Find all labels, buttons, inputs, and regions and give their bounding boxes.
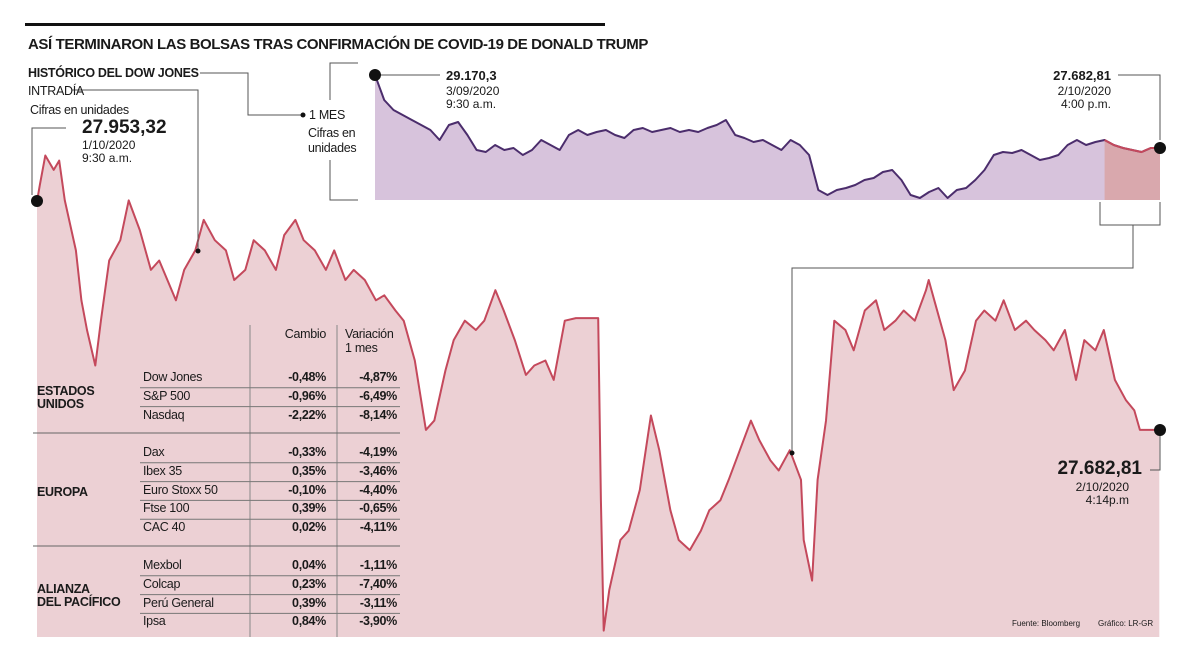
intraday-start-date: 1/10/2020	[82, 138, 136, 152]
intradia-label: INTRADÍA	[28, 84, 84, 98]
table-lines	[33, 325, 400, 637]
index-name: Ftse 100	[143, 501, 190, 516]
bracket-month-top	[329, 62, 358, 100]
month-start-time: 9:30 a.m.	[446, 97, 497, 111]
region-label: ALIANZA	[37, 581, 90, 596]
variacion-value: -4,40%	[359, 482, 397, 497]
index-name: Mexbol	[143, 558, 182, 572]
variacion-value: -4,19%	[359, 445, 397, 459]
variacion-value: -8,14%	[359, 407, 397, 422]
intraday-end-value: 27.682,81	[1057, 458, 1142, 479]
index-name: Colcap	[143, 576, 181, 591]
leader-intradia	[72, 89, 199, 250]
title-rule	[25, 23, 605, 26]
month-units-label-1: Cifras en	[308, 126, 356, 140]
month-area	[375, 75, 1160, 200]
intraday-start-dot	[31, 195, 43, 207]
cambio-value: -0,10%	[288, 482, 326, 497]
intraday-line	[36, 154, 1160, 632]
bracket-highlight	[1099, 202, 1161, 226]
page-title: ASÍ TERMINARON LAS BOLSAS TRAS CONFIRMAC…	[28, 36, 648, 53]
leader-highlight	[791, 225, 1134, 452]
leader-historico	[200, 72, 302, 116]
cambio-value: 0,39%	[292, 501, 326, 516]
header-variacion: Variación	[345, 327, 394, 341]
intraday-units-label: Cifras en unidades	[30, 103, 129, 117]
month-start-date: 3/09/2020	[446, 84, 500, 98]
variacion-value: -4,87%	[359, 370, 397, 384]
credit-note: Gráfico: LR-GR	[1098, 619, 1154, 628]
intraday-start-value: 27.953,32	[82, 117, 167, 138]
highlight-dot	[789, 450, 795, 456]
variacion-value: -3,46%	[359, 463, 397, 478]
cambio-value: 0,84%	[292, 614, 326, 629]
month-end-value: 27.682,81	[1053, 68, 1111, 83]
index-name: Euro Stoxx 50	[143, 482, 218, 497]
month-end-dot	[1154, 142, 1166, 154]
variacion-value: -1,11%	[359, 558, 397, 572]
month-units-label-2: unidades	[308, 141, 357, 155]
row-separators	[140, 387, 400, 614]
header-cambio: Cambio	[284, 327, 327, 341]
source-note: Fuente: Bloomberg	[1012, 619, 1081, 628]
cambio-value: 0,02%	[292, 520, 326, 535]
index-name: Dax	[143, 445, 165, 459]
month-highlight-area	[1104, 140, 1160, 200]
index-name: Dow Jones	[143, 370, 203, 384]
cambio-value: -0,96%	[288, 388, 326, 403]
variacion-value: -0,65%	[359, 501, 397, 516]
intraday-start-time: 9:30 a.m.	[82, 151, 133, 165]
variacion-value: -7,40%	[359, 576, 397, 591]
cambio-value: 0,39%	[292, 595, 326, 610]
header-variacion-1-mes: 1 mes	[345, 341, 378, 355]
intraday-area	[37, 155, 1160, 637]
cambio-value: 0,35%	[292, 463, 326, 478]
intradia-dot	[195, 248, 201, 254]
variacion-value: -3,90%	[359, 614, 397, 629]
index-name: CAC 40	[143, 520, 185, 535]
variacion-value: -6,49%	[359, 388, 397, 403]
month-chart	[374, 74, 1161, 200]
month-start-dot	[369, 69, 381, 81]
variacion-value: -4,11%	[359, 520, 397, 535]
cambio-value: 0,23%	[292, 576, 326, 591]
leader-month-end	[1118, 74, 1161, 140]
one-month-label: 1 MES	[309, 108, 346, 122]
region-label: UNIDOS	[37, 397, 84, 412]
month-highlight-line	[1104, 139, 1161, 154]
index-name: Perú General	[143, 595, 214, 610]
cambio-value: -0,33%	[288, 445, 326, 459]
cambio-value: -2,22%	[288, 407, 326, 422]
leader-start	[31, 127, 66, 195]
variacion-value: -3,11%	[359, 595, 397, 610]
month-end-date: 2/10/2020	[1057, 84, 1111, 98]
historico-label: HISTÓRICO DEL DOW JONES	[28, 66, 199, 80]
intraday-end-dot	[1154, 424, 1166, 436]
intraday-end-date: 2/10/2020	[1075, 480, 1129, 494]
index-name: S&P 500	[143, 388, 191, 403]
leader-end	[1150, 430, 1161, 471]
index-name: Ipsa	[143, 614, 166, 629]
region-label: EUROPA	[37, 485, 88, 499]
marker-dots	[31, 69, 1166, 456]
index-name: Ibex 35	[143, 463, 182, 478]
bracket-month-bottom	[329, 160, 358, 201]
one-month-dot	[300, 112, 306, 118]
intraday-end-time: 4:14p.m	[1085, 493, 1129, 507]
month-line	[374, 74, 1160, 199]
cambio-value: -0,48%	[288, 370, 326, 384]
region-label: ESTADOS	[37, 384, 95, 399]
intraday-chart	[36, 154, 1160, 637]
month-end-time: 4:00 p.m.	[1060, 97, 1111, 111]
region-label: DEL PACÍFICO	[37, 594, 121, 609]
index-name: Nasdaq	[143, 407, 185, 422]
month-start-value: 29.170,3	[446, 68, 497, 83]
cambio-value: 0,04%	[292, 558, 326, 572]
leader-lines	[31, 62, 1161, 471]
